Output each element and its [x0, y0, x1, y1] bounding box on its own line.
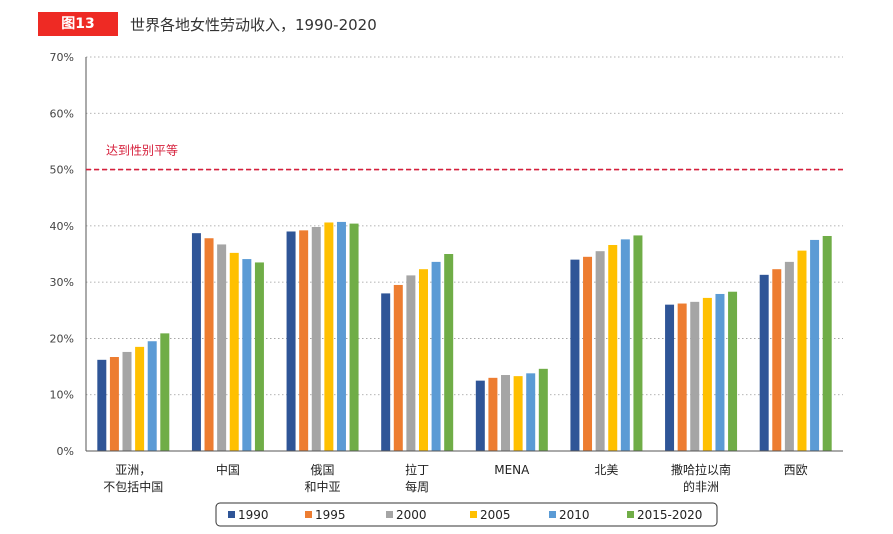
x-category-label: MENA: [494, 463, 530, 477]
bar: [677, 303, 687, 451]
bar: [784, 261, 794, 451]
bar: [418, 269, 428, 451]
legend: 1990 1995 2000 2005 2010 2015-2020: [215, 502, 718, 527]
bar: [728, 291, 738, 451]
bar: [431, 261, 441, 451]
x-category-label: 中国: [216, 462, 240, 477]
bar: [513, 376, 523, 451]
bar: [217, 244, 227, 451]
legend-swatch: [386, 511, 393, 518]
bar: [311, 226, 321, 451]
bar: [299, 230, 309, 451]
bar: [772, 269, 782, 451]
y-tick-label: 10%: [50, 389, 74, 402]
bar: [608, 244, 618, 451]
y-tick-label: 70%: [50, 51, 74, 64]
legend-label: 1995: [315, 508, 346, 522]
legend-swatch: [305, 511, 312, 518]
parity-label: 达到性别平等: [106, 144, 178, 158]
bar: [633, 235, 643, 451]
y-axis: 0% 10% 20% 30% 40% 50% 60% 70%: [50, 51, 87, 458]
bar: [204, 238, 214, 451]
legend-label: 2010: [559, 508, 590, 522]
bar: [286, 231, 296, 451]
legend-label: 2005: [480, 508, 511, 522]
chart-title: 世界各地女性劳动收入，1990-2020: [130, 16, 377, 34]
bar: [254, 262, 264, 451]
bar: [349, 223, 359, 451]
bar: [702, 297, 712, 451]
bar: [160, 333, 170, 451]
legend-box: [215, 502, 718, 527]
y-tick-label: 30%: [50, 276, 74, 289]
legend-label: 2015-2020: [637, 508, 702, 522]
legend-swatch: [470, 511, 477, 518]
bar: [526, 373, 536, 451]
x-category-label: 亚洲，: [115, 463, 151, 477]
bar: [147, 341, 157, 451]
legend-label: 1990: [238, 508, 269, 522]
y-tick-label: 20%: [50, 332, 74, 345]
bar: [336, 221, 346, 451]
bar: [191, 233, 201, 451]
legend-swatch: [627, 511, 634, 518]
bar: [475, 380, 485, 451]
legend-label: 2000: [396, 508, 427, 522]
bars: [97, 221, 832, 451]
x-category-label: 北美: [594, 463, 618, 477]
bar: [109, 357, 119, 451]
bar: [97, 359, 107, 451]
bar: [381, 293, 391, 451]
bar: [822, 235, 832, 451]
bar: [810, 239, 820, 451]
reference-line: 达到性别平等: [86, 144, 843, 171]
x-category-label: 撒哈拉以南: [671, 462, 731, 477]
bar: [665, 304, 675, 451]
x-category-label: 每周: [405, 479, 429, 494]
bar: [488, 377, 498, 451]
legend-swatch: [228, 511, 235, 518]
bar: [690, 301, 700, 451]
bar: [444, 254, 454, 451]
bar: [759, 274, 769, 451]
bar: [501, 375, 511, 451]
bar: [324, 222, 334, 451]
bar: [715, 293, 725, 451]
bar: [122, 351, 132, 451]
x-category-label: 西欧: [784, 463, 808, 477]
bar: [393, 284, 403, 451]
bar: [242, 259, 252, 451]
bar: [135, 346, 145, 451]
y-tick-label: 60%: [50, 107, 74, 120]
y-tick-label: 50%: [50, 164, 74, 177]
bar: [406, 275, 416, 451]
x-category-label: 拉丁: [405, 462, 429, 477]
legend-swatch: [549, 511, 556, 518]
bar: [620, 239, 630, 451]
bar: [538, 368, 548, 451]
bar: [797, 250, 807, 451]
x-category-label: 和中亚: [305, 479, 341, 494]
x-category-label: 不包括中国: [103, 479, 163, 494]
y-tick-label: 40%: [50, 220, 74, 233]
x-category-label: 俄国: [311, 463, 335, 477]
bar: [583, 256, 593, 451]
bar: [595, 251, 605, 451]
y-tick-label: 0%: [57, 445, 74, 458]
figure-badge: 图13: [38, 12, 118, 36]
bar: [229, 252, 239, 451]
bar: [570, 259, 580, 451]
x-category-label: 的非洲: [683, 479, 719, 494]
